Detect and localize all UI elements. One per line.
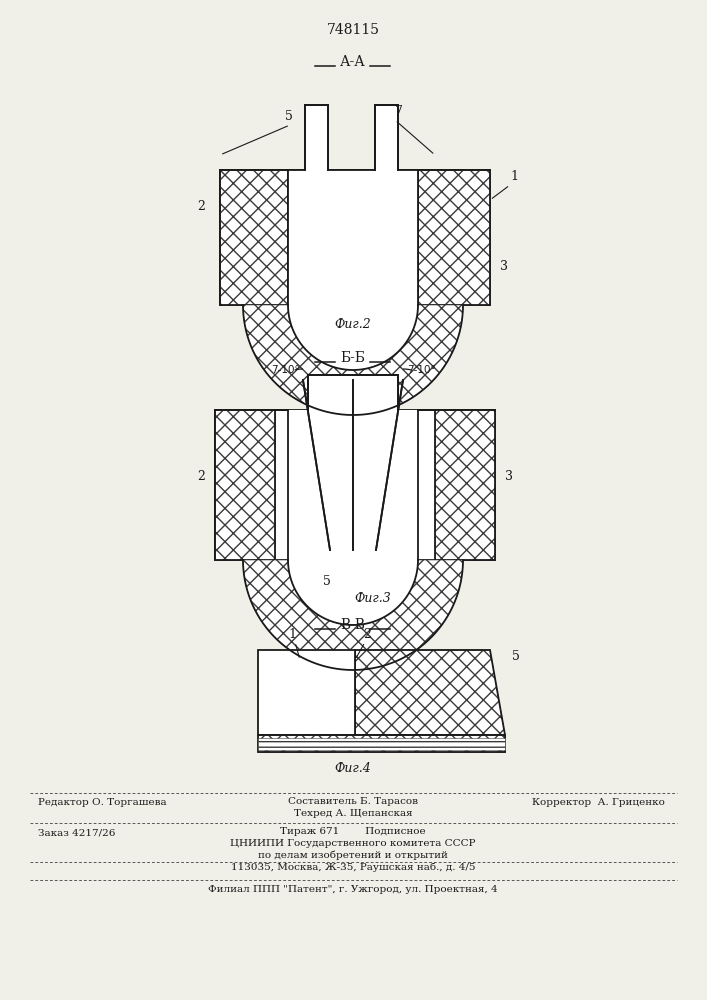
Text: Заказ 4217/26: Заказ 4217/26 [38,828,115,837]
Text: Редактор О. Торгашева: Редактор О. Торгашева [38,798,167,807]
Polygon shape [215,410,275,560]
Text: Фиг.2: Фиг.2 [334,318,371,332]
Text: Фиг.4: Фиг.4 [334,762,371,774]
Text: 7-10°: 7-10° [271,365,299,375]
Text: Тираж 671        Подписное: Тираж 671 Подписное [280,827,426,836]
Text: 748115: 748115 [327,23,380,37]
Text: 7-10°: 7-10° [407,365,436,375]
Text: 3: 3 [500,260,508,273]
Text: 1: 1 [288,628,296,641]
Text: 5: 5 [285,110,293,123]
Text: 2: 2 [197,470,205,483]
Polygon shape [308,375,398,410]
Polygon shape [243,560,463,670]
Text: Фиг.3: Фиг.3 [355,591,392,604]
Polygon shape [355,650,505,735]
Text: 5: 5 [512,650,520,663]
Polygon shape [258,735,505,752]
Polygon shape [243,305,463,415]
Polygon shape [215,375,495,560]
Text: 2: 2 [197,200,205,213]
Text: В-В: В-В [341,618,366,632]
Polygon shape [220,170,288,305]
Text: Техред А. Щепанская: Техред А. Щепанская [293,809,412,818]
Text: Б-Б: Б-Б [341,351,366,365]
Text: 1: 1 [510,170,518,183]
Polygon shape [258,650,355,735]
Text: по делам изобретений и открытий: по делам изобретений и открытий [258,851,448,860]
Text: 2: 2 [363,628,371,641]
Text: 5: 5 [323,575,331,588]
Polygon shape [288,170,418,370]
Text: Филиал ППП "Патент", г. Ужгород, ул. Проектная, 4: Филиал ППП "Патент", г. Ужгород, ул. Про… [208,885,498,894]
Polygon shape [288,410,418,625]
Polygon shape [418,170,490,305]
Text: А-А: А-А [340,55,366,69]
Text: 3: 3 [505,470,513,483]
Text: Корректор  А. Гриценко: Корректор А. Гриценко [532,798,665,807]
Polygon shape [258,738,505,750]
Text: 113035, Москва, Ж-35, Раушская наб., д. 4/5: 113035, Москва, Ж-35, Раушская наб., д. … [230,863,475,872]
Text: ЦНИИПИ Государственного комитета СССР: ЦНИИПИ Государственного комитета СССР [230,839,476,848]
Text: Составитель Б. Тарасов: Составитель Б. Тарасов [288,797,418,806]
Text: 7: 7 [395,105,403,118]
Polygon shape [435,410,495,560]
Polygon shape [220,105,490,305]
